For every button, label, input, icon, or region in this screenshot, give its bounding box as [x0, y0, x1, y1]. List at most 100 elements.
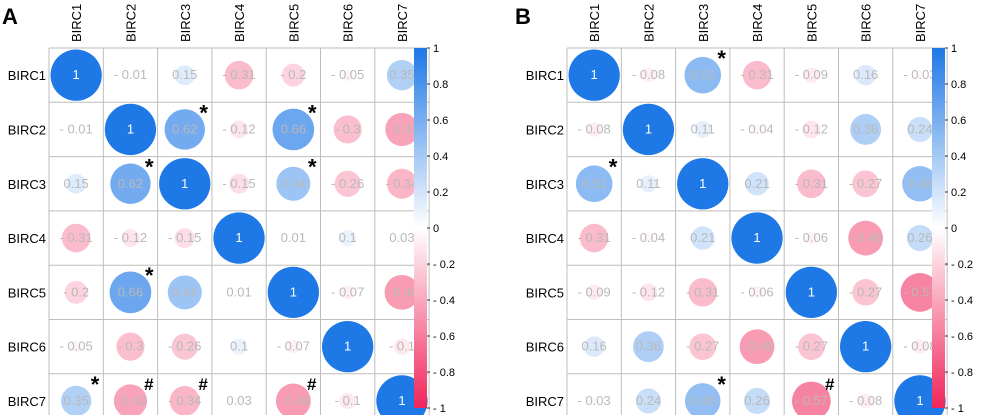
correlation-value: 1 [645, 121, 652, 136]
correlation-value: - 0.34 [168, 393, 201, 408]
correlation-circle [855, 64, 876, 86]
colorbar-tick-label: - 0.8 [433, 367, 455, 379]
correlation-circle [341, 69, 354, 81]
row-label: BIRC5 [8, 285, 46, 300]
correlation-value: - 0.03 [903, 67, 936, 82]
row-label: BIRC6 [526, 340, 564, 355]
correlation-circle [60, 385, 92, 417]
significance-hash: # [825, 375, 835, 394]
correlation-circle [915, 70, 925, 80]
row-label: BIRC6 [8, 340, 46, 355]
correlation-value: 0.21 [744, 176, 769, 191]
correlation-circle [912, 339, 928, 354]
significance-star: * [145, 263, 154, 288]
correlation-value: 0.11 [636, 176, 660, 191]
significance-hash: # [307, 375, 317, 394]
column-label: BIRC5 [804, 4, 819, 42]
correlation-value: - 0.15 [222, 176, 255, 191]
correlation-circle [742, 60, 772, 90]
correlation-value: 1 [290, 284, 297, 299]
correlation-value: - 0.31 [578, 230, 611, 245]
row-label: BIRC1 [526, 68, 564, 83]
column-label: BIRC5 [286, 4, 301, 42]
colorbar-tick-label: 0.2 [951, 187, 966, 199]
correlation-value: 0.51 [581, 176, 606, 191]
colorbar-tick-label: 0 [951, 223, 957, 235]
significance-star: * [91, 372, 100, 397]
panel-a: A BIRC1 BIRC2 BIRC3 BIRC4 BIRC5 BIRC6 BIRC7 BIRC… [2, 4, 455, 420]
correlation-circle [802, 120, 821, 139]
row-label: BIRC7 [526, 394, 564, 409]
correlation-circle [385, 112, 419, 147]
correlation-value: 0.35 [389, 67, 414, 82]
correlation-circle [275, 383, 311, 419]
correlation-circle [902, 165, 938, 202]
column-label: BIRC4 [750, 4, 765, 42]
colorbar-tick-label: 0.4 [433, 151, 448, 163]
colorbar-tick-label: - 0.8 [951, 367, 973, 379]
correlation-value: - 0.06 [795, 230, 828, 245]
correlation-circle [731, 212, 783, 264]
correlation-circle [334, 170, 361, 197]
colorbar-tick-label: - 0.6 [433, 331, 455, 343]
correlation-value: - 0.1 [389, 339, 415, 354]
correlation-circle [688, 278, 718, 307]
correlation-value: - 0.27 [849, 284, 882, 299]
correlation-circle [174, 65, 195, 86]
significance-star: * [308, 100, 317, 125]
column-label: BIRC6 [341, 4, 356, 42]
correlation-circle [852, 279, 879, 306]
correlation-value: - 0.46 [849, 230, 882, 245]
correlation-circle [61, 223, 91, 253]
correlation-circle [583, 336, 605, 357]
row-label: BIRC2 [526, 122, 564, 137]
correlation-value: - 0.12 [632, 284, 665, 299]
colorbar-tick-label: 0.4 [951, 151, 966, 163]
correlation-value: 0.24 [907, 121, 932, 136]
correlation-circle [276, 166, 311, 201]
correlation-circle [397, 233, 407, 243]
correlation-value: - 0.46 [277, 393, 310, 408]
correlation-circle [110, 163, 151, 204]
correlation-value: 1 [753, 230, 760, 245]
correlation-value: - 0.03 [578, 393, 611, 408]
correlation-value: 0.16 [581, 339, 606, 354]
correlation-circle [113, 384, 148, 418]
correlation-value: 0.48 [690, 393, 715, 408]
colorbar-tick-label: 0.8 [951, 79, 966, 91]
colorbar-tick-label: 0.2 [433, 187, 448, 199]
grid [566, 47, 948, 420]
panel-label: B [515, 4, 531, 29]
correlation-value: - 0.1 [335, 393, 361, 408]
correlation-circle [340, 285, 355, 300]
column-label: BIRC4 [232, 4, 247, 42]
column-label: BIRC2 [123, 4, 138, 42]
correlation-circle [339, 392, 356, 410]
correlation-circle [635, 388, 662, 414]
correlation-circle [236, 289, 242, 295]
row-label: BIRC4 [526, 231, 564, 246]
correlation-circle [739, 329, 775, 365]
correlation-value: 0.16 [853, 67, 878, 82]
correlation-value: 1 [699, 176, 706, 191]
correlation-value: 0.1 [339, 230, 357, 245]
correlation-value: - 0.08 [632, 67, 665, 82]
correlation-circle [852, 170, 879, 198]
correlation-value: 1 [235, 230, 242, 245]
colorbar-tick-label: - 0.6 [951, 331, 973, 343]
colorbar-tick-label: 1 [951, 43, 957, 55]
correlation-circle [848, 220, 884, 256]
significance-star: * [609, 155, 618, 180]
correlation-value: 1 [916, 393, 923, 408]
row-label: BIRC1 [8, 68, 46, 83]
correlation-circle [290, 235, 296, 241]
correlation-value: - 0.46 [385, 284, 418, 299]
correlation-value: - 0.01 [114, 67, 147, 82]
correlation-circle [745, 171, 769, 196]
correlation-value: 1 [398, 393, 405, 408]
correlation-circle [50, 49, 102, 101]
correlation-circle [230, 338, 248, 355]
colorbar-tick-label: 1 [433, 43, 439, 55]
colorbar-tick-label: - 0.2 [433, 259, 455, 271]
